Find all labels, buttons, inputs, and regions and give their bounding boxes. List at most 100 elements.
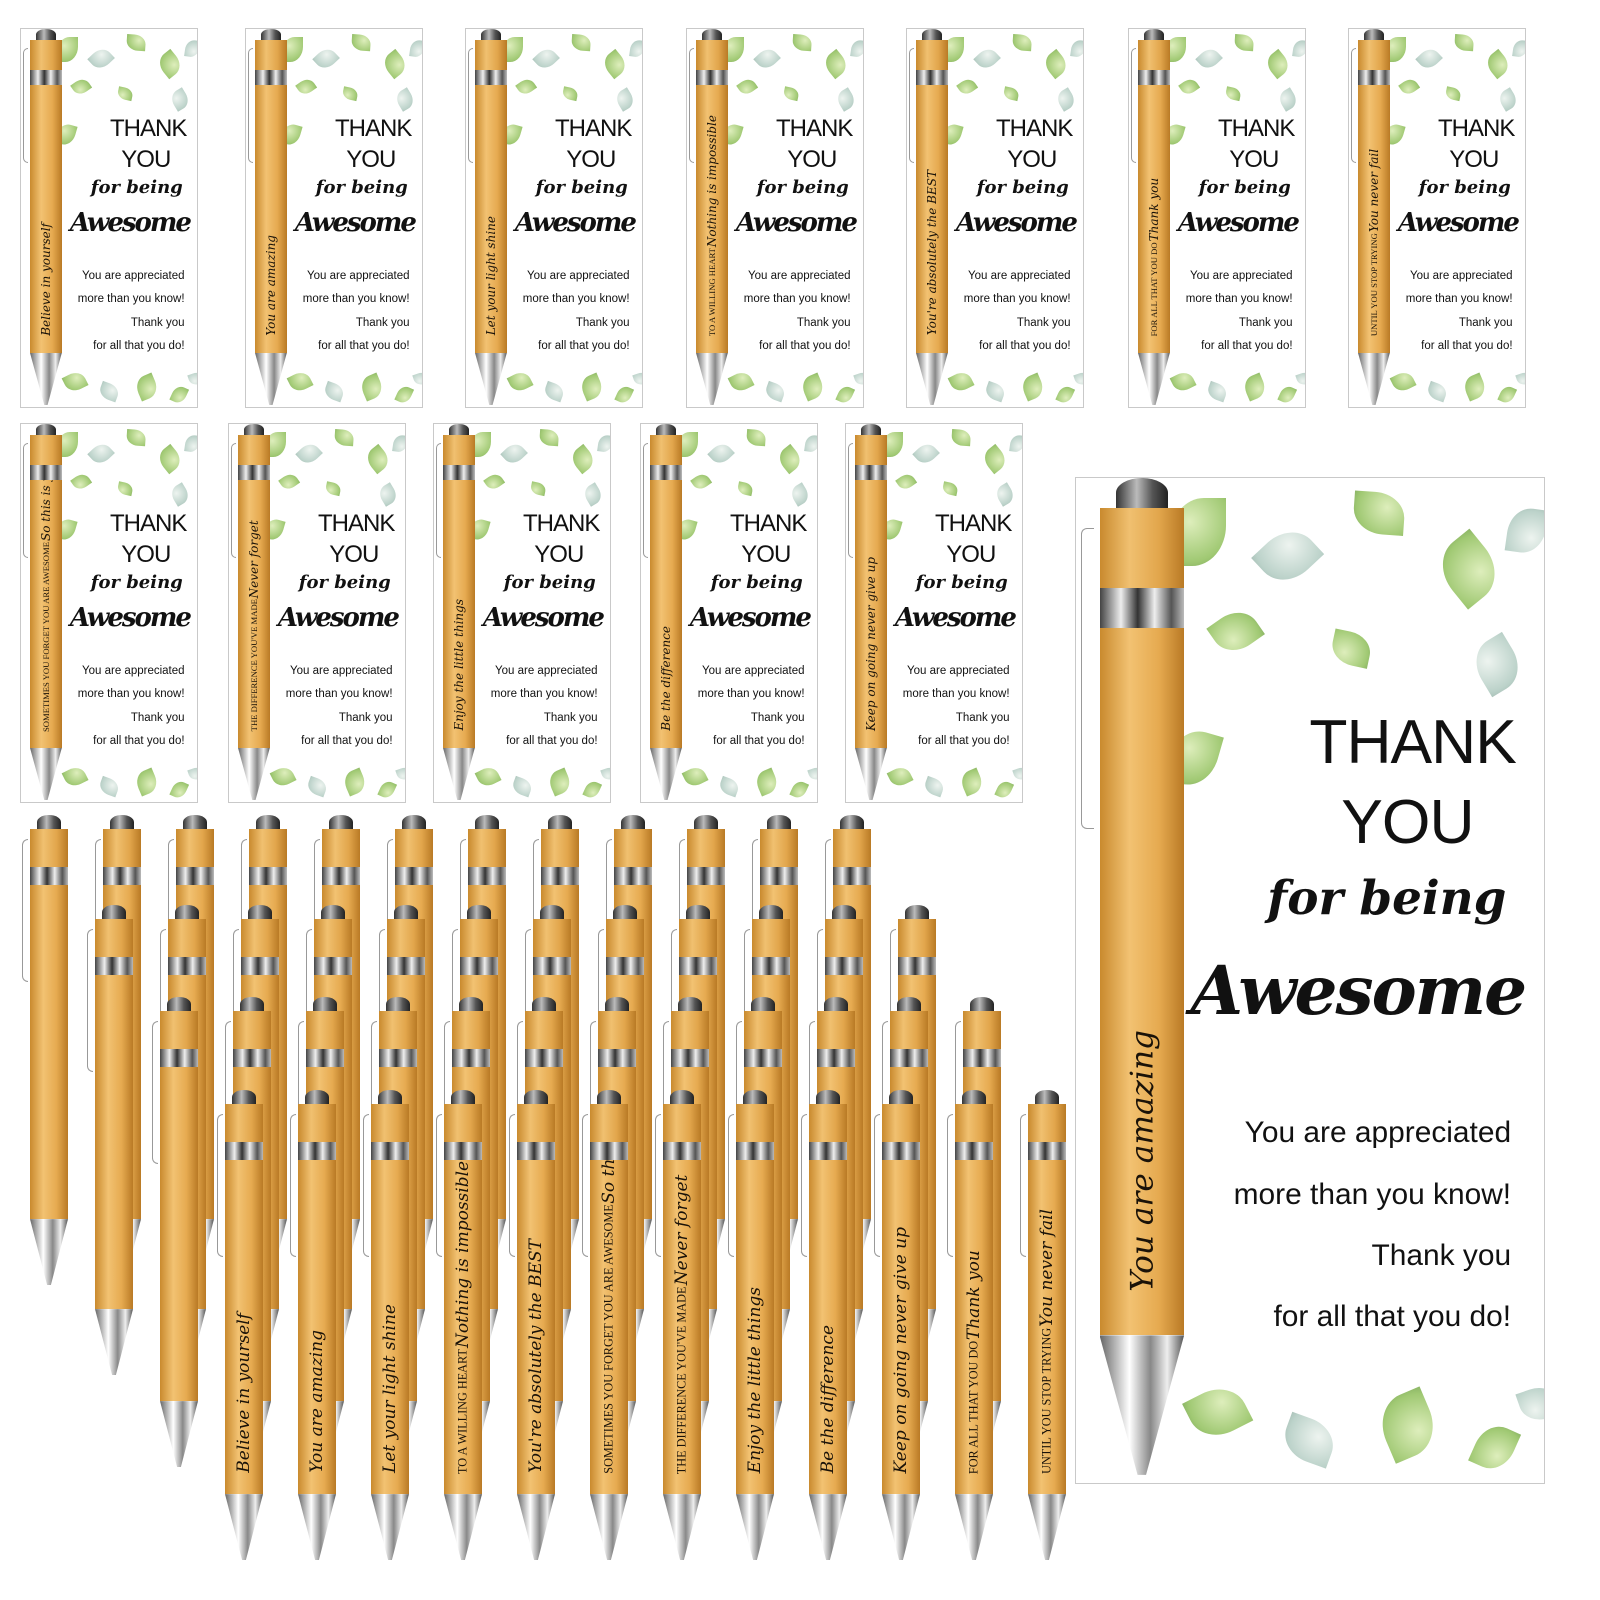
pen-clip — [151, 1020, 158, 1164]
pen-click-cap — [35, 29, 56, 41]
pen-click-cap — [35, 424, 56, 436]
pen-upper-barrel — [176, 829, 214, 867]
eucalyptus-leaf — [745, 428, 766, 447]
pen-chrome-ring — [103, 866, 141, 886]
card-line-3: Thank you — [1016, 316, 1071, 329]
eucalyptus-leaf — [1168, 368, 1196, 395]
pen-upper-barrel — [809, 1104, 847, 1142]
card-awesome: Awesome — [955, 207, 1078, 238]
eucalyptus-leaf — [56, 36, 78, 63]
pen-message: You never fail — [1366, 149, 1381, 233]
pen-click-cap — [970, 997, 994, 1012]
card-for-being: for being — [915, 572, 1008, 594]
pen-barrel: You are amazing — [298, 1160, 336, 1495]
eucalyptus-leaf — [1328, 628, 1374, 669]
pen-clip — [946, 1113, 953, 1257]
bamboo-pen: Be the difference — [642, 424, 682, 801]
pen-clip — [508, 1113, 515, 1257]
pen-clip — [727, 1113, 734, 1257]
eucalyptus-leaf — [168, 482, 193, 507]
pen-barrel: FOR ALL THAT YOU DO Thank you — [1137, 85, 1170, 353]
pen-message: Thank you — [964, 1250, 984, 1340]
pen-barrel: Be the difference — [809, 1160, 847, 1495]
pen-click-cap — [816, 1090, 840, 1105]
pen-clip — [642, 442, 649, 558]
card-title-thank: THANK — [1309, 707, 1516, 777]
card-line-4: for all that you do! — [301, 735, 393, 748]
bamboo-pen: UNTIL YOU STOP TRYING You never fail — [1350, 29, 1390, 406]
card-line-3: Thank you — [130, 711, 185, 724]
eucalyptus-leaf — [1233, 33, 1254, 52]
eucalyptus-leaf — [473, 763, 501, 790]
eucalyptus-leaf — [1205, 381, 1229, 403]
eucalyptus-leaf — [362, 443, 393, 474]
pen-chrome-ring — [525, 1048, 563, 1068]
eucalyptus-leaf — [1011, 33, 1032, 52]
eucalyptus-leaf — [97, 776, 121, 798]
pen-barrel: Let your light shine — [371, 1160, 409, 1495]
eucalyptus-leaf — [1511, 39, 1525, 59]
card-line-2: more than you know! — [963, 293, 1071, 306]
pen-upper-barrel — [663, 1104, 701, 1142]
eucalyptus-leaf — [87, 439, 115, 468]
eucalyptus-leaf — [1465, 631, 1528, 698]
pen-upper-barrel — [541, 829, 579, 867]
pen-tip — [695, 352, 728, 406]
pen-upper-barrel — [237, 435, 270, 466]
pen-clip — [216, 1113, 223, 1257]
card-line-2: more than you know! — [77, 688, 185, 701]
eucalyptus-leaf — [782, 85, 800, 102]
eucalyptus-leaf — [1178, 76, 1201, 98]
eucalyptus-leaf — [1262, 48, 1293, 79]
pen-clip — [873, 1113, 880, 1257]
pen-clip — [21, 838, 28, 982]
pen-message: Keep on going never give up — [863, 556, 878, 731]
eucalyptus-leaf — [169, 384, 190, 406]
eucalyptus-leaf — [1164, 36, 1186, 63]
pen-barrel: You're absolutely the BEST — [915, 85, 948, 353]
pen-upper-barrel — [452, 1011, 490, 1049]
pen-upper-barrel — [442, 435, 475, 466]
card-for-being: for being — [976, 177, 1069, 199]
eucalyptus-leaf — [125, 33, 146, 52]
pen-click-cap — [678, 997, 702, 1012]
card-line-2: more than you know! — [302, 293, 410, 306]
bamboo-pen — [151, 997, 198, 1467]
eucalyptus-leaf — [582, 779, 603, 801]
eucalyptus-leaf — [532, 44, 560, 73]
card-awesome: Awesome — [1190, 951, 1528, 1031]
eucalyptus-leaf — [1291, 39, 1305, 59]
card-title-thank: THANK — [729, 510, 807, 538]
pen-barrel: TO A WILLING HEART Nothing is impossible — [444, 1160, 482, 1495]
pen-click-cap — [860, 424, 881, 436]
pen-click-cap — [256, 815, 280, 830]
pen-tip — [1099, 1335, 1185, 1475]
bamboo-pen: You're absolutely the BEST — [908, 29, 948, 406]
eucalyptus-leaf — [942, 36, 964, 63]
eucalyptus-leaf — [690, 471, 713, 493]
thank-you-card: THANK YOU for being Awesome You are appr… — [20, 423, 198, 803]
pen-upper-barrel — [1028, 1104, 1066, 1142]
pen-upper-barrel — [468, 829, 506, 867]
card-title-thank: THANK — [1437, 115, 1515, 143]
pen-upper-barrel — [233, 1011, 271, 1049]
pen-clip — [1080, 527, 1094, 829]
card-title-you: YOU — [329, 540, 379, 568]
pen-chrome-ring — [452, 1048, 490, 1068]
card-message: You are appreciated more than you know! … — [303, 265, 410, 359]
pen-tip — [915, 352, 948, 406]
pen-tip — [590, 1494, 628, 1560]
pen-chrome-ring — [809, 1141, 847, 1161]
eucalyptus-leaf — [789, 779, 810, 801]
eucalyptus-leaf — [1425, 381, 1449, 403]
card-line-2: more than you know! — [697, 688, 805, 701]
eucalyptus-leaf — [285, 368, 313, 395]
eucalyptus-leaf — [268, 763, 296, 790]
pen-chrome-ring — [679, 956, 717, 976]
card-line-1: You are appreciated — [82, 664, 185, 677]
card-line-2: more than you know! — [490, 688, 598, 701]
eucalyptus-leaf — [912, 439, 940, 468]
eucalyptus-leaf — [264, 431, 286, 458]
pen-upper-barrel — [649, 435, 682, 466]
pen-upper-barrel — [474, 40, 507, 71]
